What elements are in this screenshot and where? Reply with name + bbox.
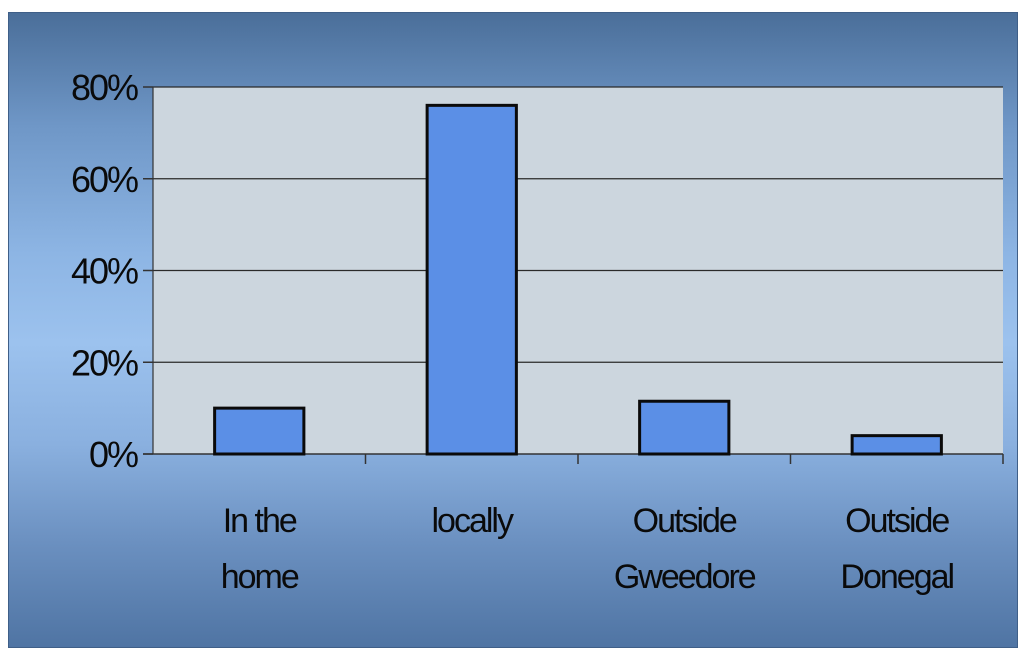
x-category-label-0-line-0: In the [223,502,297,540]
bar-1 [425,103,518,456]
y-tick-label-60: 60% [71,159,138,200]
x-category-label-2-line-0: Outside [633,502,737,540]
x-category-label-3-line-0: Outside [845,502,949,540]
x-category-label-0-line-1: home [221,558,299,596]
chart-frame: 0% 20% 40% 60% 80% In the home locally Outside Gw… [8,12,1018,648]
x-category-label-3-line-1: Donegal [840,558,953,596]
y-tick-label-20: 20% [71,342,138,383]
x-category-label-2-line-1: Gweedore [614,558,756,596]
bar-3 [850,434,943,456]
y-tick-label-80: 80% [71,67,138,108]
bar-chart: 0% 20% 40% 60% 80% In the home locally Outside Gw… [71,67,1004,596]
bar-0 [213,406,306,456]
y-tick-label-40: 40% [71,251,138,292]
bar-2 [638,399,731,456]
x-category-label-1-line-0: locally [432,502,514,540]
y-tick-label-0: 0% [89,434,138,475]
